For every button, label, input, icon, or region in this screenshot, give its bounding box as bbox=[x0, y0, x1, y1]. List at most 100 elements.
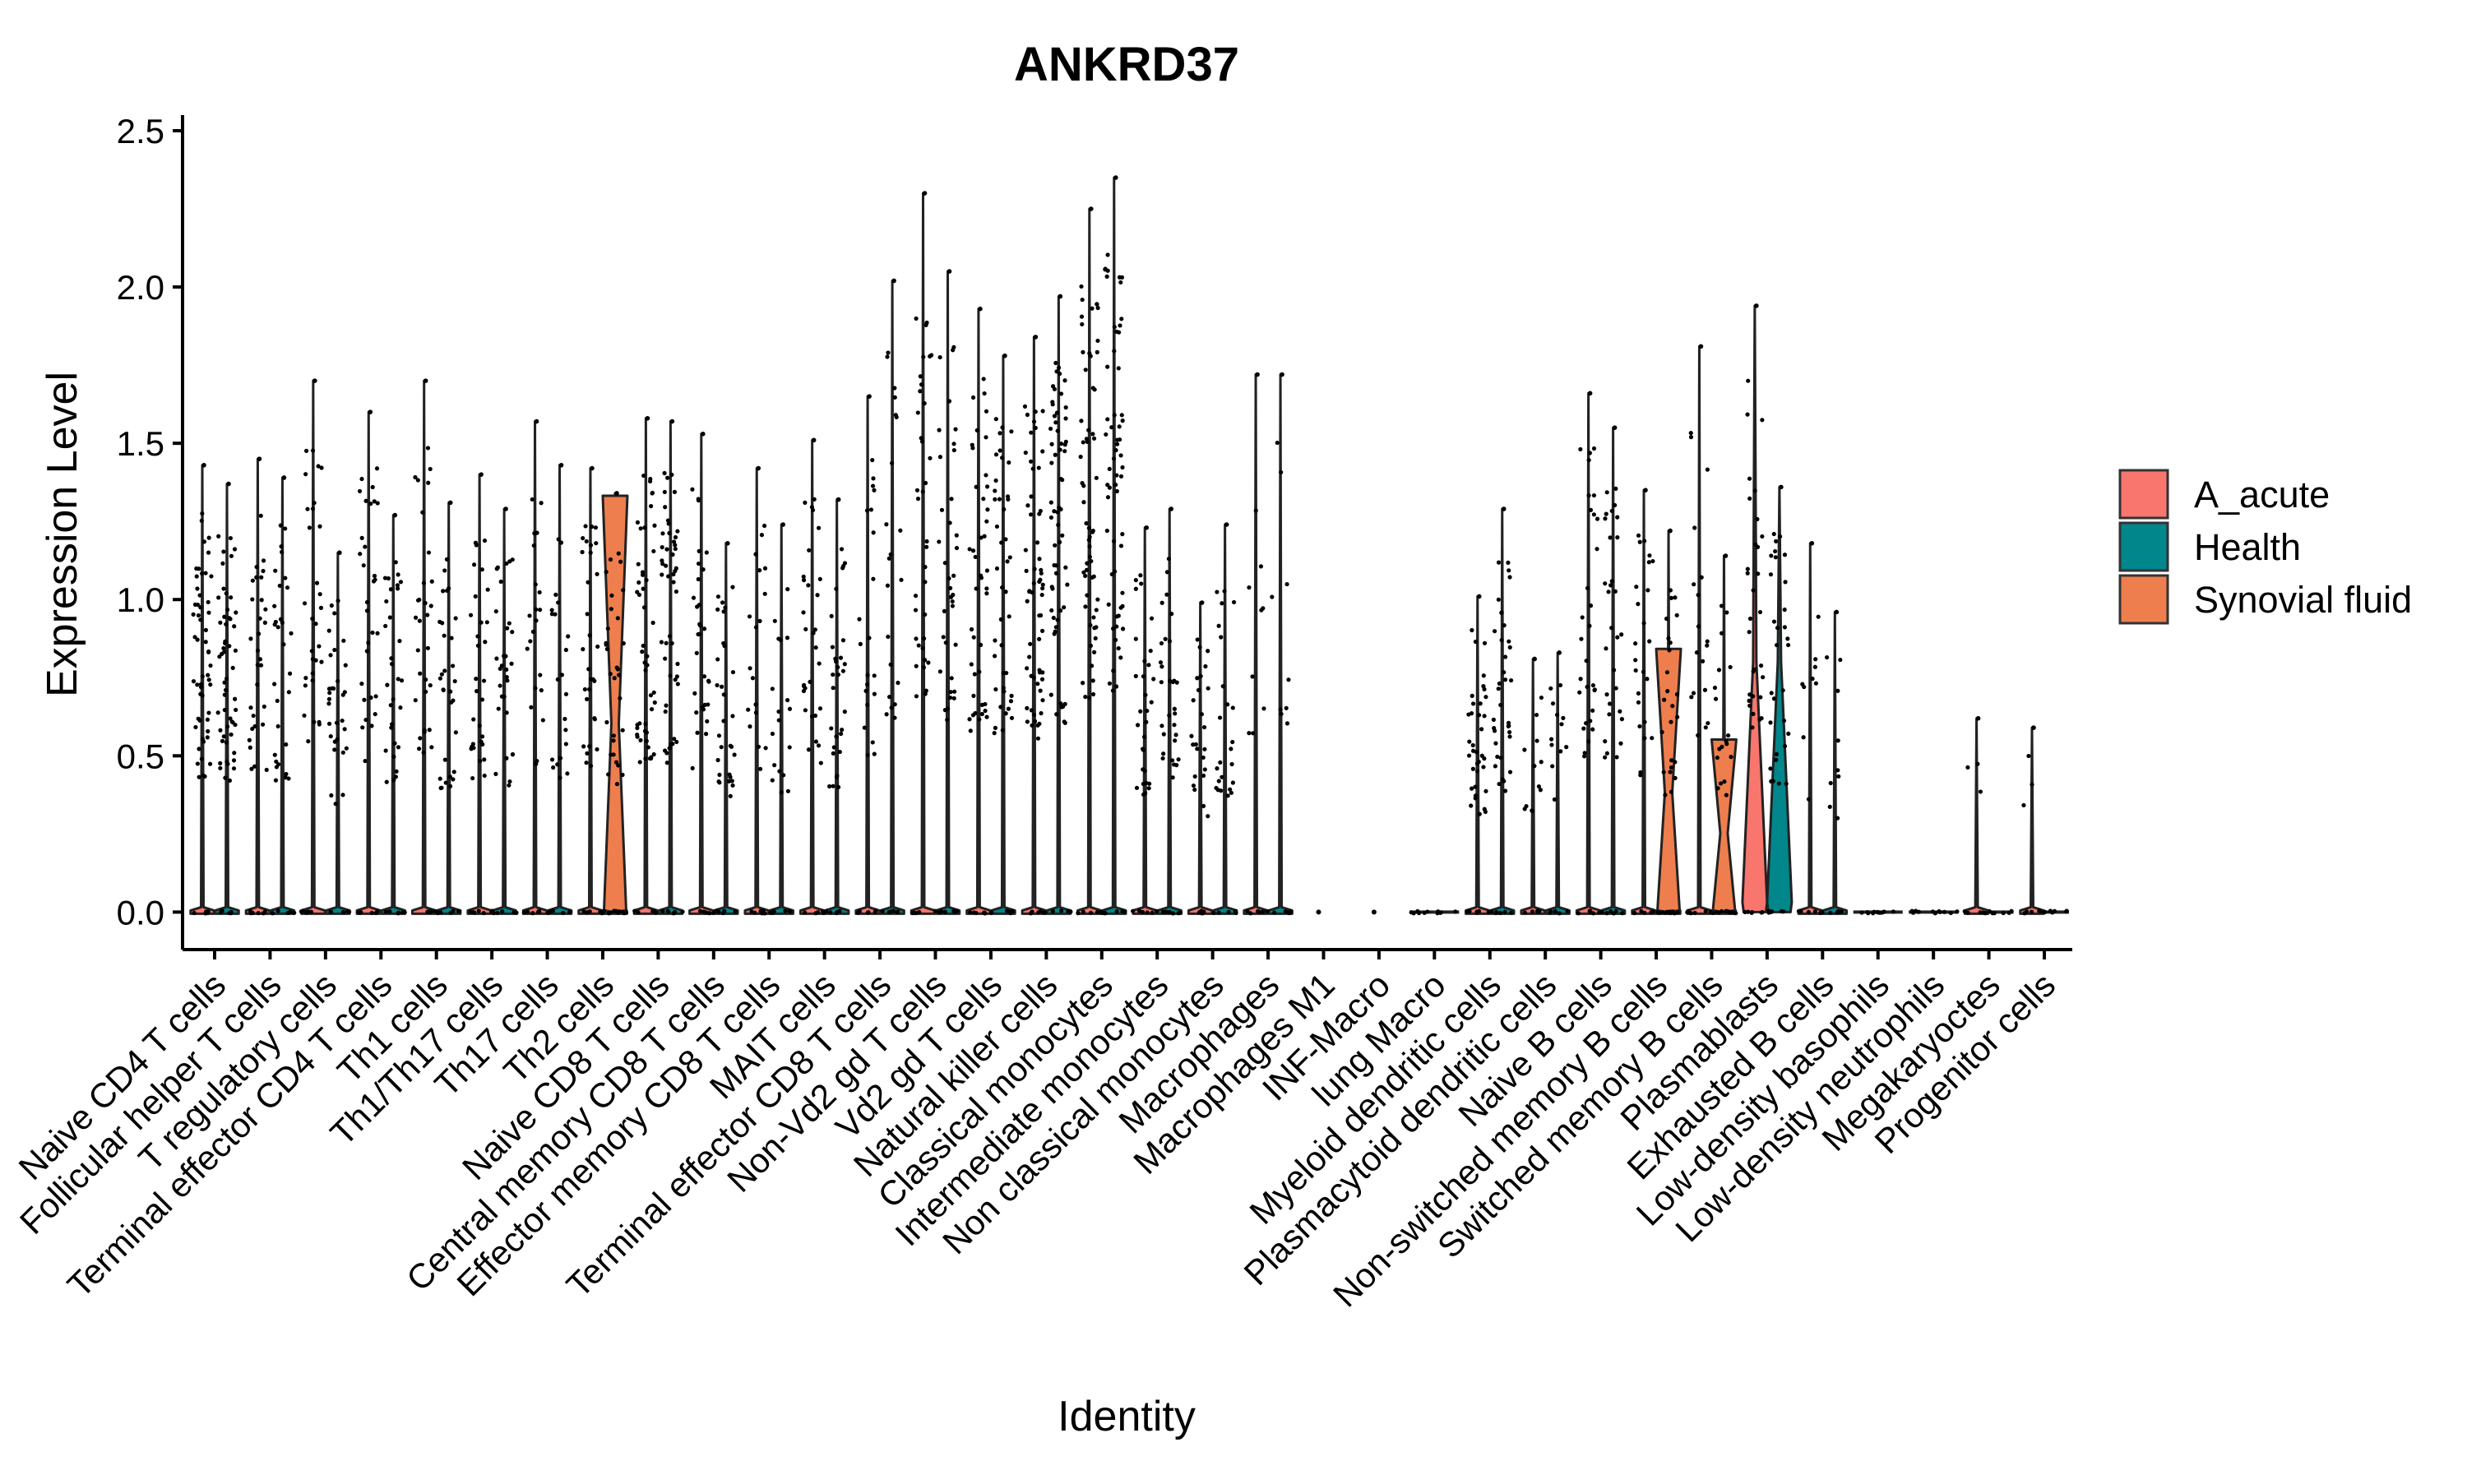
data-point bbox=[201, 739, 206, 744]
data-point bbox=[588, 550, 593, 555]
data-point bbox=[638, 737, 643, 742]
data-point bbox=[1642, 910, 1647, 915]
data-point bbox=[926, 660, 931, 665]
data-point bbox=[1584, 721, 1589, 726]
data-point bbox=[717, 780, 722, 785]
data-point bbox=[343, 663, 348, 668]
data-point bbox=[1835, 816, 1840, 821]
data-point bbox=[1088, 622, 1093, 628]
data-point bbox=[753, 625, 759, 630]
data-point bbox=[1539, 695, 1544, 700]
data-point bbox=[781, 773, 786, 778]
data-point bbox=[884, 522, 889, 527]
data-point bbox=[361, 563, 366, 568]
data-point bbox=[388, 587, 394, 592]
data-point bbox=[1502, 788, 1508, 793]
data-point bbox=[230, 665, 235, 670]
data-point bbox=[1230, 739, 1235, 745]
data-point bbox=[1037, 511, 1042, 516]
data-point bbox=[229, 911, 234, 916]
data-point bbox=[1085, 593, 1090, 598]
data-point bbox=[675, 529, 680, 534]
data-point bbox=[670, 552, 675, 557]
data-point bbox=[721, 692, 726, 697]
data-point bbox=[1642, 736, 1647, 741]
data-point bbox=[1613, 486, 1618, 491]
data-point bbox=[1114, 329, 1119, 335]
data-point bbox=[762, 566, 768, 571]
data-point bbox=[1865, 909, 1870, 915]
data-point bbox=[1650, 558, 1655, 564]
data-point bbox=[993, 417, 998, 422]
y-tick-label: 2.0 bbox=[117, 268, 164, 307]
data-point bbox=[1493, 910, 1498, 916]
data-point bbox=[885, 354, 890, 359]
data-point bbox=[1465, 909, 1470, 914]
data-point bbox=[479, 697, 485, 702]
violin-a_acute bbox=[300, 379, 326, 915]
data-point bbox=[1076, 911, 1081, 916]
data-point bbox=[1757, 717, 1762, 722]
data-point bbox=[255, 648, 261, 653]
data-point bbox=[1636, 533, 1641, 538]
data-point bbox=[1422, 910, 1427, 915]
violin-synovial-fluid bbox=[1710, 737, 1738, 913]
y-tick-label: 1.5 bbox=[117, 424, 164, 463]
data-point bbox=[942, 561, 947, 566]
data-point bbox=[1757, 609, 1763, 615]
data-point bbox=[1053, 571, 1059, 576]
data-point bbox=[828, 910, 833, 915]
data-point bbox=[1228, 787, 1233, 792]
data-point bbox=[1664, 616, 1669, 622]
data-point bbox=[609, 607, 613, 612]
data-point bbox=[1083, 573, 1088, 579]
data-point bbox=[1084, 567, 1090, 572]
data-point bbox=[666, 521, 671, 526]
data-point bbox=[923, 691, 928, 696]
data-point bbox=[604, 570, 609, 575]
data-point bbox=[1647, 639, 1652, 644]
data-point bbox=[584, 760, 589, 765]
data-point bbox=[834, 910, 839, 916]
data-point-max bbox=[2031, 725, 2036, 730]
data-point bbox=[1032, 566, 1037, 571]
data-point bbox=[480, 742, 485, 747]
data-point bbox=[924, 539, 929, 544]
data-point bbox=[498, 579, 503, 585]
data-point bbox=[803, 626, 808, 631]
data-point bbox=[1088, 910, 1094, 915]
data-point bbox=[645, 663, 650, 668]
data-point bbox=[1009, 429, 1014, 434]
data-point bbox=[332, 647, 337, 653]
data-point bbox=[1226, 909, 1231, 914]
data-point bbox=[660, 531, 665, 536]
data-point bbox=[1079, 284, 1084, 289]
data-point bbox=[389, 656, 394, 661]
data-point bbox=[696, 561, 701, 566]
data-point bbox=[1590, 727, 1595, 732]
data-point bbox=[608, 672, 613, 677]
data-point bbox=[864, 682, 870, 687]
data-point bbox=[1113, 569, 1118, 574]
data-point bbox=[895, 909, 900, 915]
data-point bbox=[1750, 725, 1755, 730]
data-point bbox=[872, 673, 877, 678]
data-point bbox=[1599, 910, 1604, 915]
data-point bbox=[393, 560, 398, 565]
data-point bbox=[1031, 419, 1037, 424]
data-point bbox=[977, 717, 982, 722]
data-point bbox=[839, 547, 845, 552]
data-point bbox=[1005, 559, 1010, 564]
data-point bbox=[985, 507, 990, 512]
data-point bbox=[1201, 724, 1207, 730]
data-point bbox=[621, 640, 626, 646]
data-point bbox=[649, 707, 655, 712]
data-point bbox=[510, 751, 516, 757]
data-point bbox=[1248, 911, 1253, 916]
data-point bbox=[1587, 451, 1592, 455]
data-point bbox=[388, 703, 393, 708]
data-point bbox=[218, 765, 223, 770]
data-point bbox=[928, 354, 933, 358]
data-point bbox=[1031, 712, 1037, 717]
data-point bbox=[919, 439, 925, 444]
